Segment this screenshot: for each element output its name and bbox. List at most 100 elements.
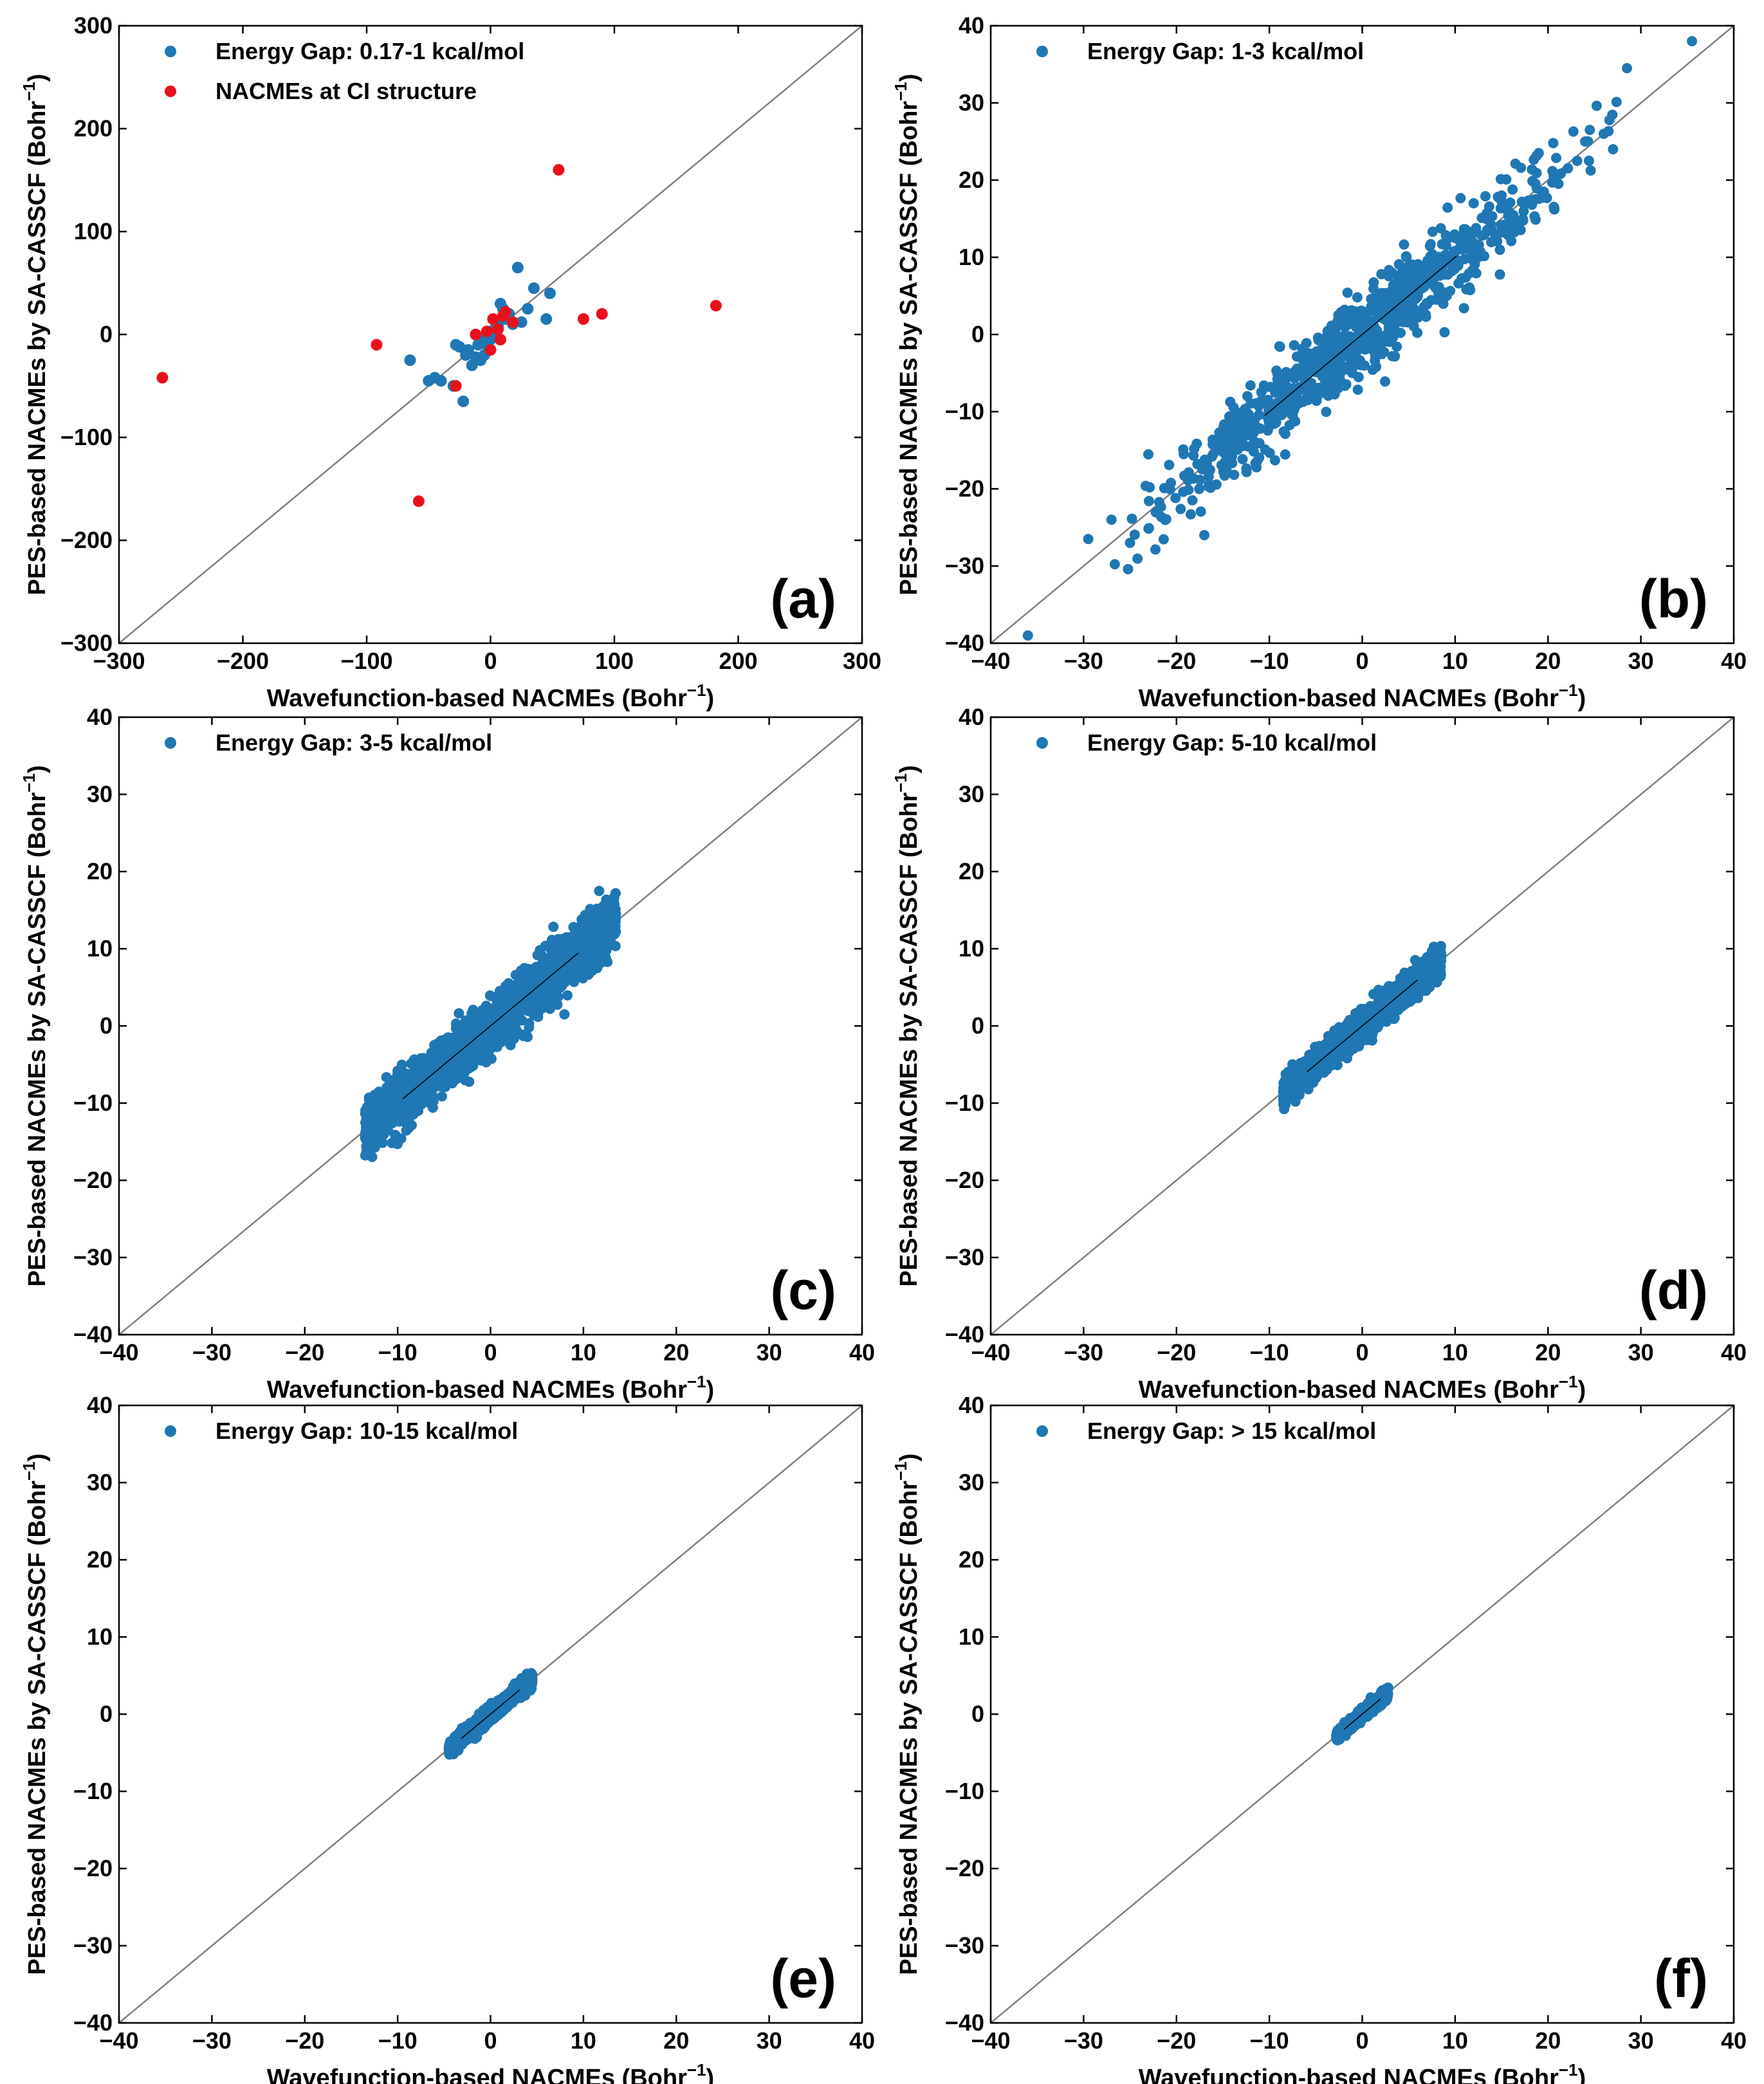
data-point [524, 1018, 535, 1028]
data-point [459, 1018, 470, 1029]
data-point [583, 947, 594, 958]
data-point [1461, 284, 1472, 295]
data-point [1218, 430, 1229, 441]
data-point [1326, 320, 1337, 331]
data-point [1160, 515, 1171, 526]
data-point [463, 1063, 474, 1074]
x-tick-label: −100 [340, 648, 392, 674]
data-point [486, 991, 497, 1001]
x-tick-label: 10 [571, 1339, 596, 1366]
data-point [537, 950, 547, 961]
data-point [1379, 313, 1390, 324]
data-point [1143, 523, 1154, 534]
y-tick-label: −40 [73, 1321, 113, 1348]
data-point [1249, 436, 1260, 447]
data-point [416, 1074, 427, 1084]
x-tick-label: 10 [1442, 648, 1468, 674]
x-tick-label: −30 [1064, 648, 1103, 674]
data-point [1175, 504, 1186, 515]
data-point [1301, 394, 1312, 405]
legend-entry: Energy Gap: 1-3 kcal/mol [1087, 38, 1364, 64]
data-point [556, 933, 567, 944]
data-point [457, 396, 470, 407]
data-point [518, 1030, 529, 1041]
data-point [498, 1012, 509, 1023]
y-tick-label: −10 [945, 398, 984, 425]
data-point [1329, 371, 1340, 382]
y-tick-label: 40 [87, 704, 113, 730]
data-point [1272, 374, 1283, 385]
y-tick-label: 200 [74, 115, 113, 142]
data-point [1530, 214, 1541, 225]
data-point [1464, 268, 1475, 279]
data-point [481, 325, 493, 338]
data-point [1420, 311, 1431, 322]
data-point [1431, 266, 1442, 277]
data-point [436, 1091, 447, 1102]
data-point [1189, 443, 1200, 454]
y-tick-label: 0 [100, 1012, 113, 1039]
data-point [1455, 193, 1466, 204]
data-point [1585, 125, 1595, 135]
data-point [1611, 96, 1622, 107]
data-point [524, 999, 535, 1010]
data-point [1556, 168, 1566, 179]
data-point [1352, 292, 1363, 303]
data-point [1216, 460, 1227, 471]
data-point [1301, 351, 1312, 362]
data-point [1255, 423, 1266, 434]
data-point [1352, 384, 1363, 395]
data-point [1549, 203, 1560, 214]
data-point [1553, 178, 1564, 189]
data-point [1129, 529, 1140, 540]
legend-marker [1036, 46, 1048, 57]
data-point [1551, 152, 1562, 163]
legend-entry: Energy Gap: 0.17-1 kcal/mol [216, 38, 524, 64]
y-tick-label: −20 [945, 475, 984, 502]
y-axis-label: PES-based NACMEs by SA-CASSCF (Bohr−1) [19, 765, 51, 1287]
data-point [1376, 288, 1387, 298]
data-point [516, 977, 527, 988]
data-point [1435, 223, 1446, 233]
y-tick-label: −30 [73, 1244, 113, 1270]
data-point [360, 1150, 371, 1161]
x-tick-label: 0 [1355, 648, 1368, 674]
data-point [1245, 380, 1256, 391]
data-point [1518, 197, 1529, 208]
data-point [1150, 544, 1161, 555]
data-point [546, 994, 556, 1005]
data-point [1243, 408, 1254, 419]
data-point [381, 1072, 392, 1083]
data-point [589, 922, 600, 933]
data-point [588, 912, 599, 923]
y-tick-label: 0 [971, 321, 984, 347]
data-point [555, 980, 566, 991]
data-point [1439, 327, 1450, 338]
y-tick-label: 30 [959, 89, 984, 116]
data-point [1404, 267, 1415, 278]
data-point [1531, 168, 1542, 179]
data-point [392, 1138, 403, 1149]
data-point [1229, 470, 1240, 480]
data-point [516, 968, 527, 979]
data-point [495, 994, 506, 1005]
data-point [1548, 138, 1559, 149]
x-axis-label: Wavefunction-based NACMEs (Bohr−1) [1139, 681, 1586, 712]
data-point [598, 900, 609, 911]
data-point [1106, 515, 1117, 525]
data-point [450, 380, 462, 392]
data-point [1197, 464, 1208, 475]
data-point [1480, 191, 1491, 202]
data-point [479, 1014, 490, 1025]
data-point [1368, 298, 1379, 309]
data-point [1591, 100, 1602, 111]
data-point [1367, 364, 1378, 375]
data-point [1370, 332, 1381, 343]
y-tick-label: −200 [60, 527, 113, 553]
data-point [454, 1008, 464, 1019]
data-point [1109, 559, 1120, 570]
data-point [1132, 553, 1143, 564]
data-point [403, 1122, 414, 1133]
data-point [1126, 513, 1137, 524]
data-point [470, 329, 482, 340]
